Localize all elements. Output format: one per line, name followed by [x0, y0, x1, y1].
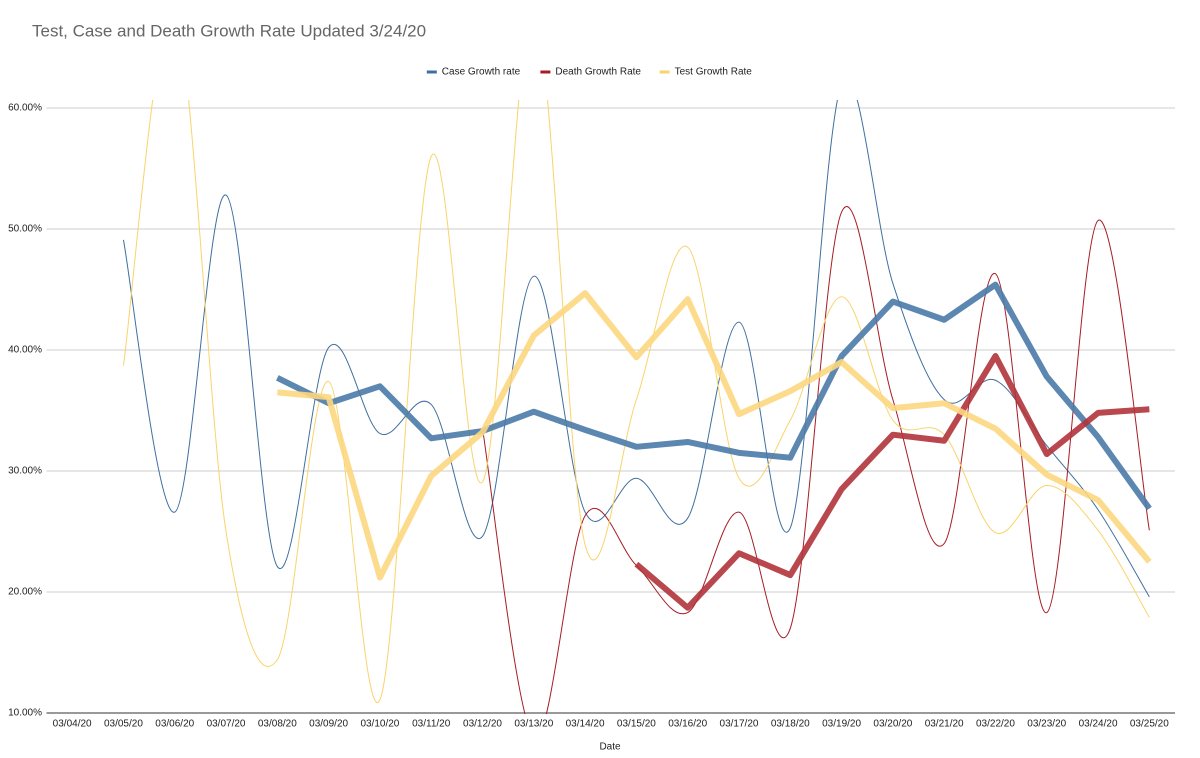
legend-label: Case Growth rate	[442, 67, 521, 78]
x-tick-label: 03/05/20	[104, 719, 143, 730]
series-line	[122, 100, 1150, 598]
series-line	[634, 353, 1150, 611]
y-tick-label: 40.00%	[8, 345, 42, 356]
y-tick-label: 50.00%	[8, 224, 42, 235]
y-tick-label: 20.00%	[8, 587, 42, 598]
series-line	[122, 100, 1150, 703]
series-line	[482, 206, 1150, 714]
x-tick-label: 03/09/20	[309, 719, 348, 730]
x-tick-label: 03/06/20	[155, 719, 194, 730]
x-tick-label: 03/22/20	[976, 719, 1015, 730]
x-axis-label: Date	[599, 742, 621, 753]
x-tick-label: 03/07/20	[207, 719, 246, 730]
x-tick-label: 03/16/20	[668, 719, 707, 730]
x-tick-label: 03/25/20	[1130, 719, 1169, 730]
series-line	[277, 290, 1152, 581]
y-tick-label: 10.00%	[8, 708, 42, 719]
x-tick-label: 03/24/20	[1079, 719, 1118, 730]
x-tick-label: 03/15/20	[617, 719, 656, 730]
x-tick-label: 03/11/20	[412, 719, 451, 730]
x-tick-label: 03/13/20	[514, 719, 553, 730]
chart-title: Test, Case and Death Growth Rate Updated…	[32, 21, 426, 40]
x-tick-label: 03/19/20	[822, 719, 861, 730]
plot-area	[122, 100, 1152, 714]
x-tick-label: 03/23/20	[1027, 719, 1066, 730]
x-tick-label: 03/08/20	[258, 719, 297, 730]
x-tick-label: 03/18/20	[771, 719, 810, 730]
x-tick-label: 03/20/20	[873, 719, 912, 730]
legend-label: Death Growth Rate	[555, 67, 641, 78]
y-tick-label: 30.00%	[8, 466, 42, 477]
x-tick-label: 03/12/20	[463, 719, 502, 730]
x-tick-label: 03/10/20	[360, 719, 399, 730]
x-tick-label: 03/17/20	[720, 719, 759, 730]
legend-label: Test Growth Rate	[675, 67, 753, 78]
series-line	[275, 281, 1152, 511]
x-tick-label: 03/04/20	[53, 719, 92, 730]
y-tick-label: 60.00%	[8, 103, 42, 114]
x-tick-label: 03/14/20	[566, 719, 605, 730]
x-tick-label: 03/21/20	[925, 719, 964, 730]
